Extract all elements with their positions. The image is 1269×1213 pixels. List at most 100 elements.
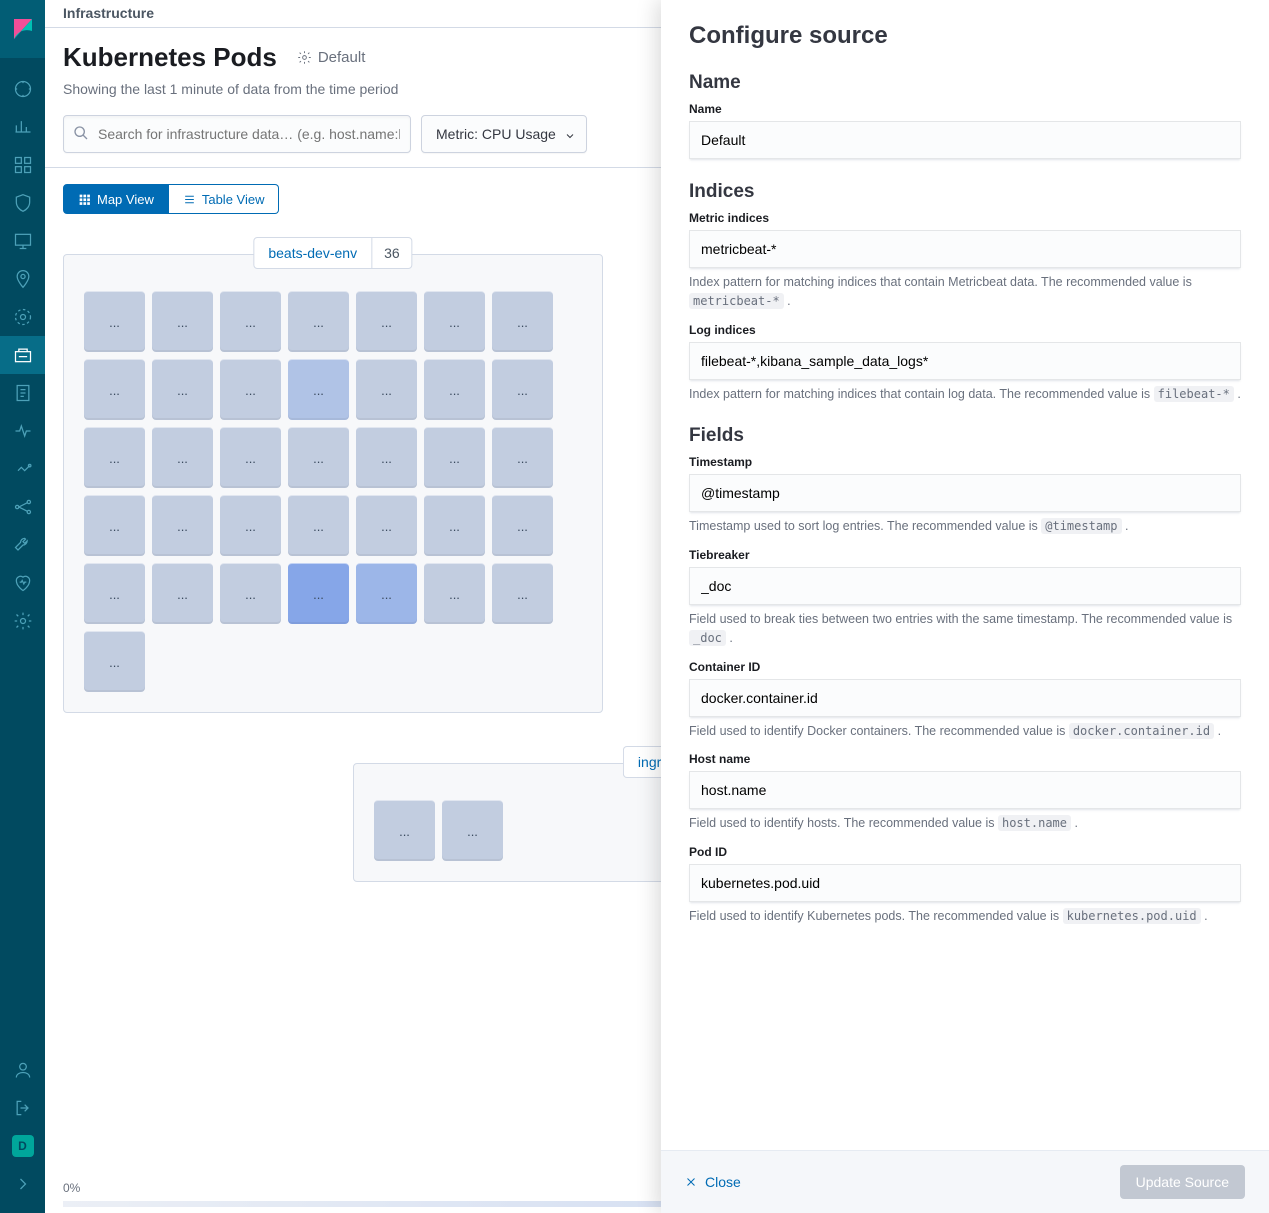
field-input[interactable] (689, 342, 1241, 380)
pod-node[interactable]: ... (356, 291, 417, 352)
search-icon (73, 125, 89, 141)
pod-node[interactable]: ... (220, 359, 281, 420)
uptime-icon[interactable] (0, 450, 45, 488)
pod-node[interactable]: ... (356, 563, 417, 624)
pod-node[interactable]: ... (152, 563, 213, 624)
field-input[interactable] (689, 230, 1241, 268)
collapse-icon[interactable] (0, 1165, 45, 1203)
discover-icon[interactable] (0, 70, 45, 108)
source-config-link[interactable]: Default (297, 49, 366, 66)
pod-node[interactable]: ... (424, 495, 485, 556)
logs-icon[interactable] (0, 374, 45, 412)
pod-node[interactable]: ... (220, 563, 281, 624)
pod-node[interactable]: ... (492, 359, 553, 420)
pod-node[interactable]: ... (152, 495, 213, 556)
pod-node[interactable]: ... (356, 359, 417, 420)
kibana-logo[interactable] (0, 0, 45, 58)
field-input[interactable] (689, 567, 1241, 605)
pod-node[interactable]: ... (492, 291, 553, 352)
pod-node[interactable]: ... (220, 427, 281, 488)
graph-icon[interactable] (0, 488, 45, 526)
pod-node[interactable]: ... (84, 291, 145, 352)
pod-node[interactable]: ... (288, 427, 349, 488)
devtools-icon[interactable] (0, 526, 45, 564)
app-sidebar: D (0, 0, 45, 1213)
pod-node[interactable]: ... (288, 359, 349, 420)
pod-node[interactable]: ... (84, 631, 145, 692)
pod-node[interactable]: ... (84, 495, 145, 556)
management-icon[interactable] (0, 602, 45, 640)
infrastructure-icon[interactable] (0, 336, 45, 374)
pod-node[interactable]: ... (374, 800, 435, 861)
flyout-title: Configure source (689, 22, 1241, 50)
pod-node[interactable]: ... (356, 495, 417, 556)
pod-node[interactable]: ... (84, 359, 145, 420)
logout-icon[interactable] (0, 1089, 45, 1127)
close-button[interactable]: Close (685, 1174, 741, 1190)
pod-node[interactable]: ... (424, 291, 485, 352)
chevron-down-icon (564, 130, 576, 142)
group-label[interactable]: beats-dev-env 36 (253, 237, 412, 269)
scale-min-label: 0% (63, 1181, 80, 1195)
field-help: Field used to identify Docker containers… (689, 722, 1241, 741)
field-input[interactable] (689, 679, 1241, 717)
monitoring-icon[interactable] (0, 564, 45, 602)
field-input[interactable] (689, 771, 1241, 809)
group-count: 36 (371, 238, 412, 268)
metric-select[interactable]: Metric: CPU Usage (421, 115, 587, 153)
section-name-heading: Name (689, 72, 1241, 94)
field-label: Host name (689, 752, 1241, 766)
close-label: Close (705, 1174, 741, 1190)
security-icon[interactable] (0, 184, 45, 222)
field-help: Index pattern for matching indices that … (689, 385, 1241, 404)
pod-node[interactable]: ... (152, 359, 213, 420)
pod-node[interactable]: ... (424, 563, 485, 624)
field-label: Pod ID (689, 845, 1241, 859)
pod-node[interactable]: ... (492, 563, 553, 624)
apm-icon[interactable] (0, 412, 45, 450)
ml-icon[interactable] (0, 298, 45, 336)
group-name: beats-dev-env (254, 238, 371, 268)
pod-node[interactable]: ... (424, 427, 485, 488)
pod-group: beats-dev-env 36 .......................… (63, 254, 603, 713)
pod-node[interactable]: ... (288, 291, 349, 352)
field-help: Field used to identify hosts. The recomm… (689, 814, 1241, 833)
field-label: Tiebreaker (689, 548, 1241, 562)
pod-node[interactable]: ... (356, 427, 417, 488)
field-help: Field used to identify Kubernetes pods. … (689, 907, 1241, 926)
search-input[interactable] (63, 115, 411, 153)
field-input[interactable] (689, 121, 1241, 159)
field-label: Metric indices (689, 211, 1241, 225)
pod-node[interactable]: ... (492, 427, 553, 488)
pod-node[interactable]: ... (152, 427, 213, 488)
pod-node[interactable]: ... (152, 291, 213, 352)
canvas-icon[interactable] (0, 222, 45, 260)
update-source-button[interactable]: Update Source (1120, 1165, 1245, 1199)
field-label: Log indices (689, 323, 1241, 337)
table-view-button[interactable]: Table View (169, 184, 280, 214)
pod-node[interactable]: ... (492, 495, 553, 556)
metric-select-label: Metric: CPU Usage (436, 126, 556, 142)
pod-node[interactable]: ... (220, 291, 281, 352)
configure-source-flyout: Configure source Name Name Indices Metri… (661, 0, 1269, 1213)
field-input[interactable] (689, 864, 1241, 902)
user-icon[interactable] (0, 1051, 45, 1089)
pod-node[interactable]: ... (288, 563, 349, 624)
pod-node[interactable]: ... (84, 563, 145, 624)
source-config-label: Default (318, 49, 366, 66)
pod-node[interactable]: ... (220, 495, 281, 556)
map-view-label: Map View (97, 192, 154, 207)
maps-icon[interactable] (0, 260, 45, 298)
dashboard-icon[interactable] (0, 146, 45, 184)
pod-node[interactable]: ... (288, 495, 349, 556)
field-input[interactable] (689, 474, 1241, 512)
pod-node[interactable]: ... (84, 427, 145, 488)
visualize-icon[interactable] (0, 108, 45, 146)
section-fields-heading: Fields (689, 425, 1241, 447)
map-view-button[interactable]: Map View (63, 184, 169, 214)
section-indices-heading: Indices (689, 181, 1241, 203)
table-view-label: Table View (202, 192, 265, 207)
pod-node[interactable]: ... (424, 359, 485, 420)
pod-node[interactable]: ... (442, 800, 503, 861)
space-badge[interactable]: D (12, 1135, 34, 1157)
